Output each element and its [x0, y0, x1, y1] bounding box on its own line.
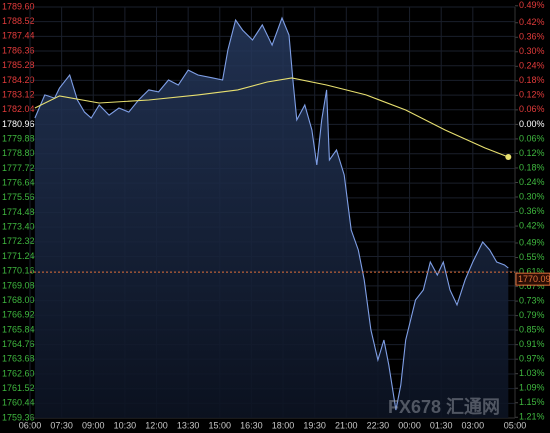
- y-tick-label: 1772.32: [2, 236, 35, 246]
- average-end-dot: [505, 154, 512, 161]
- y2-tick-label: 0.24%: [519, 61, 545, 71]
- x-tick-label: 19:30: [303, 420, 326, 430]
- x-tick-label: 22:30: [367, 420, 390, 430]
- y-tick-label: 1775.56: [2, 192, 35, 202]
- y2-tick-label: 0.06%: [519, 133, 545, 143]
- x-tick-label: 10:30: [114, 420, 137, 430]
- y2-tick-label: 0.36%: [519, 32, 545, 42]
- y-tick-label: 1759.36: [2, 412, 35, 422]
- y-tick-label: 1761.52: [2, 383, 35, 393]
- last-price-box: [515, 272, 550, 286]
- y2-tick-label: 0.97%: [519, 354, 545, 364]
- x-tick-label: 05:00: [504, 420, 527, 430]
- y-tick-label: 1771.24: [2, 251, 35, 261]
- y-tick-label: 1789.60: [2, 1, 35, 11]
- y-tick-label: 1788.52: [2, 16, 35, 26]
- y-tick-label: 1765.84: [2, 324, 35, 334]
- y-tick-label: 1777.72: [2, 163, 35, 173]
- y-tick-label: 1763.68: [2, 354, 35, 364]
- y2-tick-label: 0.12%: [519, 148, 545, 158]
- y-tick-label: 1768.00: [2, 295, 35, 305]
- x-tick-label: 06:00: [19, 420, 42, 430]
- y2-tick-label: 0.00%: [519, 119, 545, 129]
- y-tick-label: 1779.88: [2, 133, 35, 143]
- y2-tick-label: 0.55%: [519, 252, 545, 262]
- y2-tick-label: 0.61%: [519, 266, 545, 276]
- y-tick-label: 1786.36: [2, 45, 35, 55]
- x-tick-label: 15:00: [209, 420, 232, 430]
- y-tick-label: 1773.40: [2, 222, 35, 232]
- y2-tick-label: 1.21%: [519, 412, 545, 422]
- y-tick-label: 1784.20: [2, 75, 35, 85]
- x-tick-label: 07:30: [50, 420, 73, 430]
- y2-tick-label: 0.18%: [519, 75, 545, 85]
- y2-tick-label: 0.73%: [519, 295, 545, 305]
- y-tick-label: 1782.04: [2, 104, 35, 114]
- y2-tick-label: 1.03%: [519, 368, 545, 378]
- y2-tick-label: 0.12%: [519, 90, 545, 100]
- x-tick-label: 09:00: [82, 420, 105, 430]
- y2-tick-label: 0.42%: [519, 220, 545, 230]
- y2-tick-label: 0.30%: [519, 191, 545, 201]
- x-tick-label: 16:30: [240, 420, 263, 430]
- x-tick-label: 18:00: [272, 420, 295, 430]
- y2-tick-label: 1.09%: [519, 383, 545, 393]
- y-tick-label: 1766.92: [2, 310, 35, 320]
- y-tick-label: 1778.80: [2, 148, 35, 158]
- y2-tick-label: 1.15%: [519, 397, 545, 407]
- x-tick-label: 21:00: [335, 420, 358, 430]
- y2-tick-label: 0.67%: [519, 281, 545, 291]
- average-line: [34, 77, 509, 158]
- y-tick-label: 1762.60: [2, 368, 35, 378]
- y2-tick-label: 0.06%: [519, 104, 545, 114]
- y-tick-label: 1770.16: [2, 266, 35, 276]
- y-tick-label: 1774.48: [2, 207, 35, 217]
- x-tick-label: 13:30: [177, 420, 200, 430]
- y2-tick-label: 0.18%: [519, 162, 545, 172]
- y-tick-label: 1780.96: [2, 119, 35, 129]
- y2-tick-label: 0.79%: [519, 310, 545, 320]
- x-tick-label: 03:00: [462, 420, 485, 430]
- price-area: [34, 18, 509, 418]
- y2-tick-label: 0.49%: [519, 237, 545, 247]
- price-line: [34, 16, 509, 411]
- y-tick-label: 1787.44: [2, 31, 35, 41]
- x-tick-label: 00:00: [398, 420, 421, 430]
- y-tick-label: 1764.76: [2, 339, 35, 349]
- x-tick-label: 01:30: [430, 420, 453, 430]
- y-tick-label: 1769.08: [2, 280, 35, 290]
- y2-tick-label: 0.85%: [519, 325, 545, 335]
- y2-tick-label: 0.91%: [519, 339, 545, 349]
- y2-tick-label: 0.30%: [519, 46, 545, 56]
- y2-tick-label: 0.36%: [519, 206, 545, 216]
- x-tick-label: 12:00: [145, 420, 168, 430]
- y2-tick-label: 0.24%: [519, 177, 545, 187]
- last-price-label: 1770.09: [518, 274, 550, 284]
- y2-tick-label: 0.49%: [519, 0, 545, 10]
- y-tick-label: 1783.12: [2, 89, 35, 99]
- y-tick-label: 1760.44: [2, 398, 35, 408]
- y-tick-label: 1785.28: [2, 60, 35, 70]
- y2-tick-label: 0.42%: [519, 17, 545, 27]
- watermark: FX678 汇通网: [388, 397, 500, 417]
- y-tick-label: 1776.64: [2, 178, 35, 188]
